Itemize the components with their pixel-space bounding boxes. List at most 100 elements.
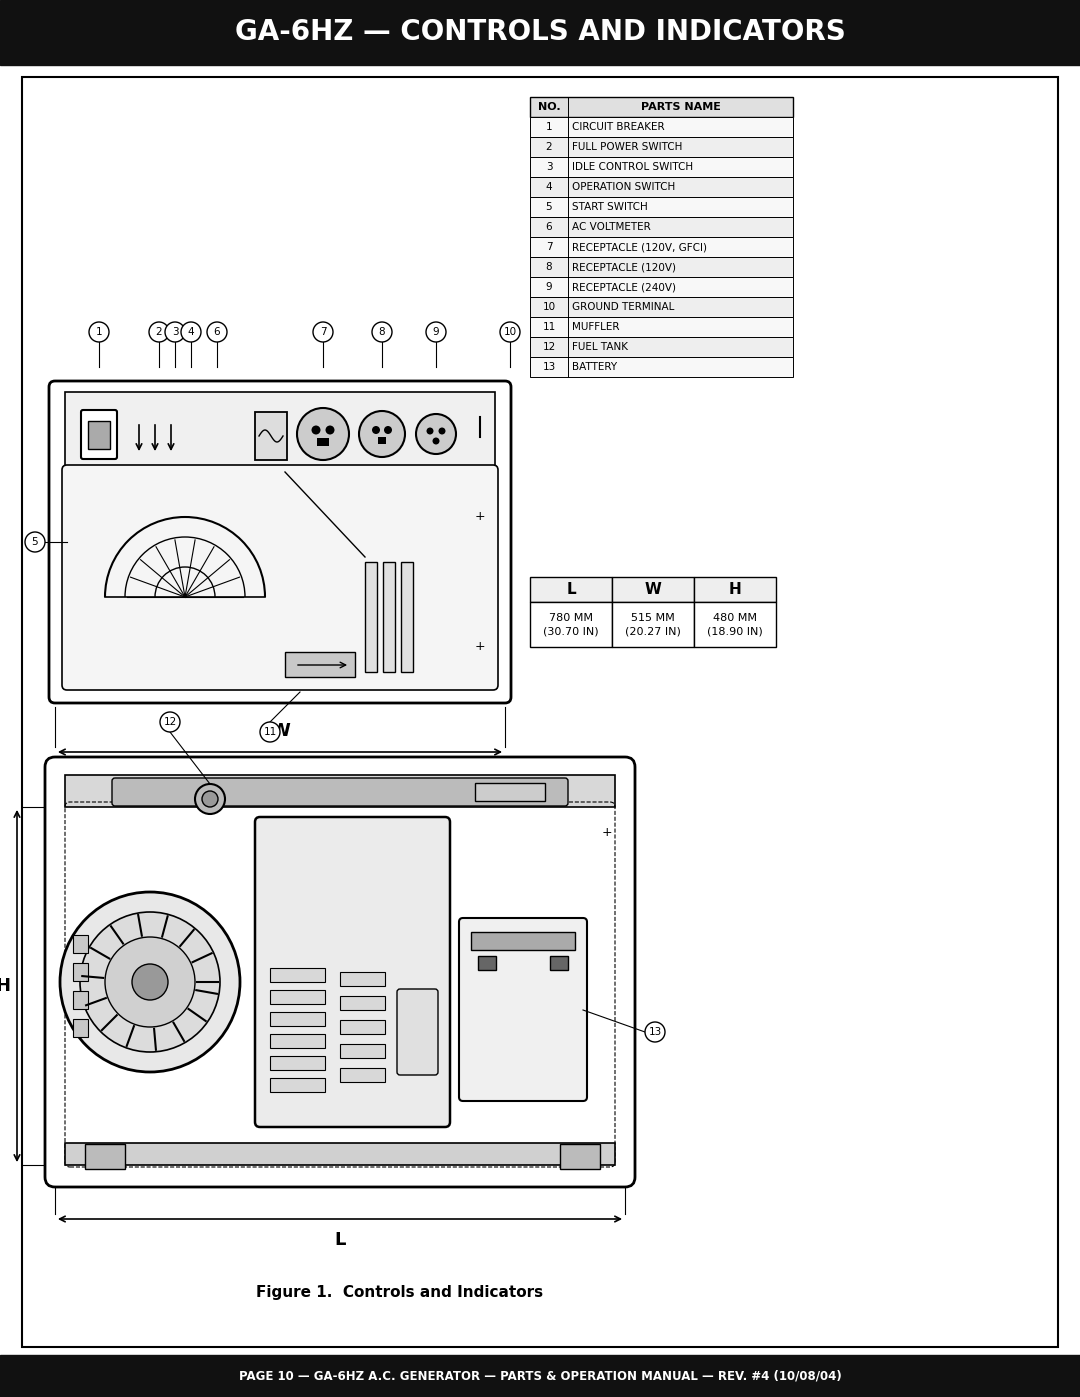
Text: 11: 11 bbox=[264, 726, 276, 738]
Bar bbox=[383, 562, 395, 672]
Text: FULL POWER SWITCH: FULL POWER SWITCH bbox=[572, 142, 683, 152]
Circle shape bbox=[372, 426, 380, 434]
Bar bbox=[65, 775, 615, 807]
Text: +: + bbox=[475, 640, 485, 654]
Text: 4: 4 bbox=[545, 182, 552, 191]
Circle shape bbox=[297, 408, 349, 460]
Circle shape bbox=[384, 426, 392, 434]
Text: PAGE 10 — GA-6HZ A.C. GENERATOR — PARTS & OPERATION MANUAL — REV. #4 (10/08/04): PAGE 10 — GA-6HZ A.C. GENERATOR — PARTS … bbox=[239, 1369, 841, 1383]
Text: Figure 1.  Controls and Indicators: Figure 1. Controls and Indicators bbox=[256, 1284, 543, 1299]
Text: PARTS NAME: PARTS NAME bbox=[640, 102, 720, 112]
Bar bbox=[530, 317, 793, 337]
Circle shape bbox=[132, 964, 168, 1000]
Text: 480 MM
(18.90 IN): 480 MM (18.90 IN) bbox=[707, 613, 762, 636]
Bar bbox=[530, 96, 793, 117]
Circle shape bbox=[149, 321, 168, 342]
Circle shape bbox=[432, 437, 440, 444]
Text: GA-6HZ — CONTROLS AND INDICATORS: GA-6HZ — CONTROLS AND INDICATORS bbox=[234, 18, 846, 46]
Text: 2: 2 bbox=[156, 327, 162, 337]
Bar bbox=[270, 1011, 325, 1025]
Bar bbox=[65, 393, 495, 472]
Bar bbox=[530, 197, 793, 217]
Text: 5: 5 bbox=[545, 203, 552, 212]
Text: GROUND TERMINAL: GROUND TERMINAL bbox=[572, 302, 674, 312]
Bar bbox=[378, 437, 386, 444]
Bar bbox=[85, 1144, 125, 1169]
Text: START SWITCH: START SWITCH bbox=[572, 203, 648, 212]
Text: 13: 13 bbox=[542, 362, 555, 372]
Circle shape bbox=[500, 321, 519, 342]
Bar bbox=[340, 1044, 384, 1058]
Text: OPERATION SWITCH: OPERATION SWITCH bbox=[572, 182, 675, 191]
Bar bbox=[340, 996, 384, 1010]
Circle shape bbox=[195, 784, 225, 814]
Text: AC VOLTMETER: AC VOLTMETER bbox=[572, 222, 651, 232]
Circle shape bbox=[313, 321, 333, 342]
FancyBboxPatch shape bbox=[255, 817, 450, 1127]
Circle shape bbox=[80, 912, 220, 1052]
Text: 10: 10 bbox=[503, 327, 516, 337]
Bar bbox=[73, 935, 87, 953]
Bar bbox=[340, 972, 384, 986]
FancyBboxPatch shape bbox=[459, 918, 588, 1101]
Text: H: H bbox=[0, 977, 11, 995]
Bar bbox=[0, 0, 1080, 66]
Text: 6: 6 bbox=[545, 222, 552, 232]
Bar bbox=[270, 990, 325, 1004]
Bar bbox=[475, 782, 545, 800]
Bar bbox=[530, 156, 793, 177]
Bar bbox=[694, 602, 777, 647]
Circle shape bbox=[105, 937, 195, 1027]
FancyBboxPatch shape bbox=[112, 778, 568, 806]
Bar bbox=[530, 577, 612, 602]
Bar bbox=[530, 298, 793, 317]
Circle shape bbox=[202, 791, 218, 807]
Bar bbox=[73, 1018, 87, 1037]
Circle shape bbox=[325, 426, 335, 434]
Bar bbox=[270, 1034, 325, 1048]
FancyBboxPatch shape bbox=[81, 409, 117, 460]
Bar bbox=[550, 956, 568, 970]
Bar bbox=[73, 990, 87, 1009]
Text: 7: 7 bbox=[320, 327, 326, 337]
Text: RECEPTACLE (120V): RECEPTACLE (120V) bbox=[572, 263, 676, 272]
Bar bbox=[530, 237, 793, 257]
Bar bbox=[612, 602, 694, 647]
Circle shape bbox=[372, 321, 392, 342]
Text: W: W bbox=[645, 583, 661, 597]
Bar bbox=[530, 602, 612, 647]
Bar bbox=[471, 932, 575, 950]
Bar bbox=[530, 277, 793, 298]
Text: +: + bbox=[602, 826, 612, 838]
Bar bbox=[270, 1078, 325, 1092]
Text: 515 MM
(20.27 IN): 515 MM (20.27 IN) bbox=[625, 613, 680, 636]
Bar bbox=[340, 1067, 384, 1083]
Bar bbox=[340, 1020, 384, 1034]
Circle shape bbox=[311, 426, 321, 434]
Circle shape bbox=[207, 321, 227, 342]
Bar bbox=[270, 968, 325, 982]
Text: 2: 2 bbox=[545, 142, 552, 152]
Text: 6: 6 bbox=[214, 327, 220, 337]
Bar bbox=[285, 652, 355, 678]
Bar bbox=[530, 137, 793, 156]
Bar bbox=[365, 562, 377, 672]
Text: 7: 7 bbox=[545, 242, 552, 251]
Text: BATTERY: BATTERY bbox=[572, 362, 617, 372]
Text: 10: 10 bbox=[542, 302, 555, 312]
Text: 3: 3 bbox=[172, 327, 178, 337]
Circle shape bbox=[416, 414, 456, 454]
Text: RECEPTACLE (120V, GFCI): RECEPTACLE (120V, GFCI) bbox=[572, 242, 707, 251]
Bar bbox=[530, 337, 793, 358]
Circle shape bbox=[181, 321, 201, 342]
Text: 8: 8 bbox=[379, 327, 386, 337]
FancyBboxPatch shape bbox=[62, 465, 498, 690]
Text: +: + bbox=[475, 510, 485, 524]
Text: 8: 8 bbox=[545, 263, 552, 272]
Circle shape bbox=[160, 712, 180, 732]
Circle shape bbox=[165, 321, 185, 342]
Bar bbox=[270, 1056, 325, 1070]
Text: L: L bbox=[566, 583, 576, 597]
Text: 1: 1 bbox=[545, 122, 552, 131]
Text: NO.: NO. bbox=[538, 102, 561, 112]
